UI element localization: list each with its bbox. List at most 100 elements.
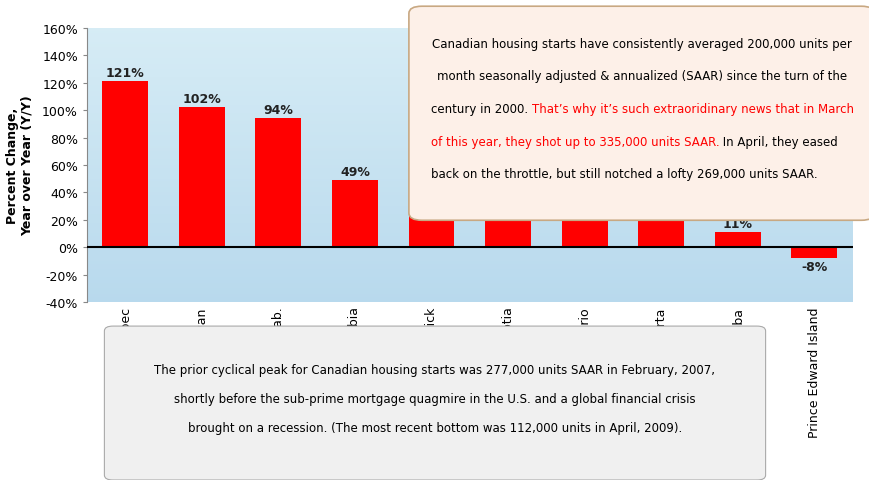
Bar [87,261,852,264]
Bar [87,157,852,160]
Bar [87,237,852,240]
Bar [87,267,852,270]
Bar [87,297,852,300]
Bar [255,119,301,248]
Bar [87,259,852,261]
Bar [87,125,852,127]
Bar [87,168,852,171]
Bar [87,108,852,111]
Bar [87,64,852,67]
Bar [87,275,852,278]
Bar [87,280,852,283]
Bar [87,56,852,59]
Text: month seasonally adjusted & annualized (SAAR) since the turn of the: month seasonally adjusted & annualized (… [436,70,846,83]
Bar [87,144,852,146]
Bar [87,226,852,228]
Text: 34%: 34% [416,186,446,199]
Bar [87,264,852,267]
Bar [485,205,530,248]
Bar [179,108,224,248]
Bar [87,81,852,84]
Bar [87,220,852,223]
Bar [87,196,852,198]
Bar [87,130,852,133]
Bar [87,100,852,103]
Bar [87,146,852,149]
Bar [87,215,852,217]
Bar [87,294,852,297]
Bar [87,185,852,188]
Bar [87,206,852,209]
Bar [87,122,852,125]
Bar [87,180,852,182]
Text: brought on a recession. (The most recent bottom was 112,000 units in April, 2009: brought on a recession. (The most recent… [188,420,681,434]
Bar [87,212,852,215]
Bar [87,116,852,119]
Bar [561,208,607,248]
Bar [87,86,852,89]
Bar [87,111,852,114]
Bar [87,166,852,168]
Bar [87,182,852,185]
Bar [87,72,852,75]
Bar [87,289,852,291]
Bar [87,61,852,64]
Bar [87,193,852,196]
Bar [714,233,760,248]
Text: 102%: 102% [182,93,221,106]
Bar [87,256,852,259]
Bar [87,119,852,122]
Bar [87,286,852,289]
Bar [87,133,852,135]
Bar [638,216,683,248]
Bar [87,171,852,174]
Bar [87,160,852,163]
Bar [87,204,852,206]
Bar [87,198,852,201]
Text: -8%: -8% [800,261,826,274]
Text: century in 2000.: century in 2000. [430,103,531,116]
Bar [87,300,852,302]
Bar [87,177,852,179]
Bar [87,270,852,272]
Text: 94%: 94% [263,104,293,117]
Bar [87,240,852,242]
Bar [87,37,852,40]
Bar [87,53,852,56]
Text: of this year, they shot up to 335,000 units SAAR.: of this year, they shot up to 335,000 un… [430,135,719,148]
Bar [87,78,852,81]
Bar [87,45,852,48]
Text: In April, they eased: In April, they eased [719,135,837,148]
Bar [87,34,852,37]
Text: The prior cyclical peak for Canadian housing starts was 277,000 units SAAR in Fe: The prior cyclical peak for Canadian hou… [155,363,714,376]
Bar [87,152,852,155]
Bar [87,278,852,280]
Bar [87,97,852,100]
Y-axis label: Percent Change,
Year over Year (Y/Y): Percent Change, Year over Year (Y/Y) [6,96,34,236]
Bar [87,67,852,70]
Bar [87,223,852,226]
Bar [87,248,852,251]
Bar [87,174,852,177]
Bar [87,217,852,220]
X-axis label: Provinces: Provinces [431,443,507,456]
Bar [87,59,852,61]
Bar [87,84,852,86]
Text: That’s why it’s such extraoridinary news that in March: That’s why it’s such extraoridinary news… [531,103,852,116]
Bar [87,283,852,286]
Bar [103,82,148,248]
Text: 49%: 49% [340,166,369,179]
Bar [87,103,852,106]
Bar [87,48,852,51]
Text: 11%: 11% [722,217,752,230]
Bar [87,70,852,72]
Bar [87,29,852,32]
Bar [87,209,852,212]
Text: 23%: 23% [646,201,675,214]
Bar [87,75,852,78]
Bar [87,114,852,116]
Bar [87,188,852,190]
Bar [87,43,852,45]
Text: back on the throttle, but still notched a lofty 269,000 units SAAR.: back on the throttle, but still notched … [430,168,816,181]
Bar [87,138,852,141]
